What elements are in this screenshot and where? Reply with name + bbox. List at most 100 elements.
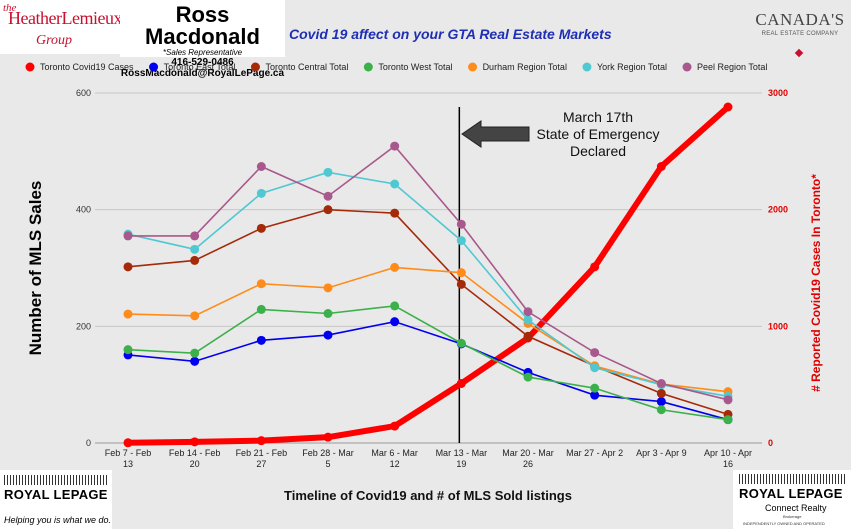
data-point: [590, 262, 600, 272]
data-point: [256, 188, 266, 198]
data-point: [390, 317, 400, 327]
data-point: [190, 437, 200, 447]
x-tick-label: Feb 7 - Feb 13: [105, 448, 152, 469]
data-point: [656, 379, 666, 388]
x-tick-label: Mar 27 - Apr 2: [566, 448, 623, 458]
x-tick-label: Mar 13 - Mar 19: [436, 448, 488, 469]
series-line: [127, 208, 729, 416]
y-tick-label: 400: [76, 205, 91, 215]
data-point: [723, 415, 733, 425]
data-point: [190, 244, 200, 254]
data-point: [456, 236, 466, 246]
data-point: [323, 309, 333, 318]
y2-tick-label: 2000: [768, 205, 788, 215]
data-point: [123, 438, 133, 448]
y-tick-label: 600: [76, 88, 91, 98]
y2-tick-label: 3000: [768, 88, 788, 98]
data-point: [656, 405, 666, 415]
legend-label: Toronto Covid19 Cases: [40, 62, 134, 72]
data-point: [656, 397, 666, 407]
y2-tick-label: 0: [768, 438, 773, 448]
data-point: [323, 167, 333, 177]
data-point: [390, 421, 400, 431]
data-point: [723, 102, 733, 112]
series-line: [127, 305, 729, 421]
data-point: [656, 162, 666, 171]
data-point: [256, 304, 266, 314]
data-point: [123, 345, 133, 355]
logo-group-text: Group: [36, 33, 73, 48]
data-point: [523, 372, 533, 382]
x-tick-label: Feb 14 - Feb 20: [169, 448, 221, 469]
data-point: [323, 283, 333, 293]
y-tick-label: 200: [76, 321, 91, 331]
agent-role: *Sales Representative: [162, 48, 243, 57]
data-point: [456, 279, 466, 289]
series-line: [127, 266, 729, 393]
logo-right-tiny: Brokerage: [783, 514, 802, 519]
logo-name-text: HeatherLemieux: [8, 8, 122, 28]
x-tick-label: Apr 3 - Apr 9: [636, 448, 687, 458]
data-point: [256, 335, 266, 345]
heather-lemieux-logo: the HeatherLemieux Group: [0, 0, 122, 54]
data-point: [590, 363, 600, 373]
data-point: [323, 191, 333, 201]
legend-label: Peel Region Total: [697, 62, 767, 72]
annotation-text: State of Emergency: [537, 126, 660, 142]
legend-marker: [363, 62, 373, 72]
agent-phone: 416-529-0486: [171, 57, 234, 68]
y-axis-title: Number of MLS Sales: [26, 181, 45, 356]
chart-title: Covid 19 affect on your GTA Real Estate …: [289, 26, 612, 42]
brand-right-sub: REAL ESTATE COMPANY: [761, 31, 839, 37]
data-point: [390, 141, 400, 151]
agent-name: Ross Macdonald: [145, 2, 260, 49]
data-point: [723, 395, 733, 405]
data-point: [456, 268, 466, 278]
logo-left-name: ROYAL LEPAGE: [4, 487, 108, 502]
data-point: [523, 315, 533, 325]
logo-right-name: ROYAL LEPAGE: [739, 486, 843, 501]
legend-marker: [149, 62, 159, 72]
logo-small-text: the: [3, 2, 17, 14]
data-point: [456, 219, 466, 229]
logo-right-sub: Connect Realty: [765, 503, 827, 513]
legend-marker: [682, 62, 692, 72]
data-point: [390, 208, 400, 218]
data-point: [123, 231, 133, 241]
data-point: [256, 223, 266, 233]
series-line: [125, 104, 731, 446]
data-point: [123, 309, 133, 319]
agent-card: Ross Macdonald *Sales Representative 416…: [120, 0, 285, 79]
royal-lepage-logo-left: ROYAL LEPAGE Helping you is what we do.: [0, 470, 112, 529]
data-point: [190, 311, 200, 321]
legend-label: Toronto East Total: [164, 62, 236, 72]
series-line: [127, 171, 729, 398]
legend-label: Toronto West Total: [378, 62, 452, 72]
x-axis-title: Timeline of Covid19 and # of MLS Sold li…: [284, 488, 572, 503]
data-point: [456, 379, 466, 388]
arrow-left-icon: [461, 120, 530, 148]
data-point: [590, 383, 600, 393]
royal-lepage-logo-right: ROYAL LEPAGE Connect Realty Brokerage IN…: [733, 470, 851, 529]
data-point: [323, 432, 333, 442]
legend-label: Durham Region Total: [483, 62, 567, 72]
legend-marker: [25, 62, 35, 72]
data-point: [456, 338, 466, 348]
legend-marker: [582, 62, 592, 72]
annotation-text: Declared: [570, 143, 626, 159]
data-point: [390, 301, 400, 311]
legend-label: York Region Total: [597, 62, 667, 72]
canadas-real-estate-logo: CANADA'S REAL ESTATE COMPANY: [752, 10, 848, 58]
data-point: [190, 231, 200, 241]
data-point: [190, 255, 200, 265]
x-tick-label: Apr 10 - Apr 16: [704, 448, 752, 469]
legend-marker: [468, 62, 478, 72]
data-point: [323, 205, 333, 215]
data-point: [390, 262, 400, 272]
legend-label: Toronto Central Total: [265, 62, 348, 72]
data-point: [190, 348, 200, 358]
logo-left-tagline: Helping you is what we do.: [4, 515, 112, 525]
data-point: [256, 162, 266, 171]
data-point: [390, 179, 400, 189]
